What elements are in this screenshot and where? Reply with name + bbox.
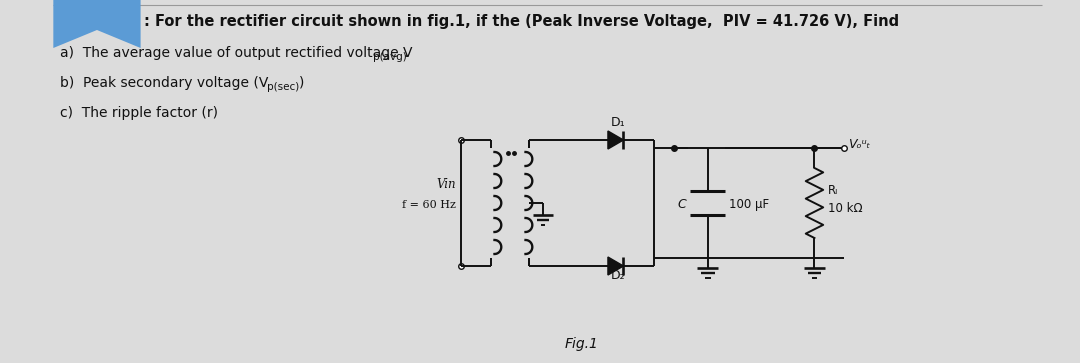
- Text: p(avg): p(avg): [374, 52, 407, 62]
- Polygon shape: [53, 0, 140, 48]
- Polygon shape: [608, 257, 623, 275]
- Text: c)  The ripple factor (r): c) The ripple factor (r): [60, 106, 218, 120]
- Text: Rₗ: Rₗ: [828, 184, 838, 197]
- Text: D₁: D₁: [610, 116, 625, 129]
- Text: 10 kΩ: 10 kΩ: [828, 203, 863, 216]
- Text: ): ): [299, 76, 303, 90]
- Text: Vₒᵘₜ: Vₒᵘₜ: [849, 139, 870, 151]
- Text: f = 60 Hz: f = 60 Hz: [402, 200, 456, 210]
- Text: C: C: [678, 198, 687, 211]
- Text: p(sec): p(sec): [267, 82, 299, 92]
- Text: : For the rectifier circuit shown in fig.1, if the (Peak Inverse Voltage,  PIV =: : For the rectifier circuit shown in fig…: [144, 14, 899, 29]
- Text: b)  Peak secondary voltage (V: b) Peak secondary voltage (V: [60, 76, 269, 90]
- Text: a)  The average value of output rectified voltage V: a) The average value of output rectified…: [60, 46, 413, 60]
- Text: D₂: D₂: [610, 269, 625, 282]
- Text: .: .: [403, 46, 408, 60]
- Text: 100 μF: 100 μF: [729, 198, 769, 211]
- Text: Fig.1: Fig.1: [565, 337, 598, 351]
- Text: Vin: Vin: [436, 179, 456, 192]
- Polygon shape: [608, 131, 623, 149]
